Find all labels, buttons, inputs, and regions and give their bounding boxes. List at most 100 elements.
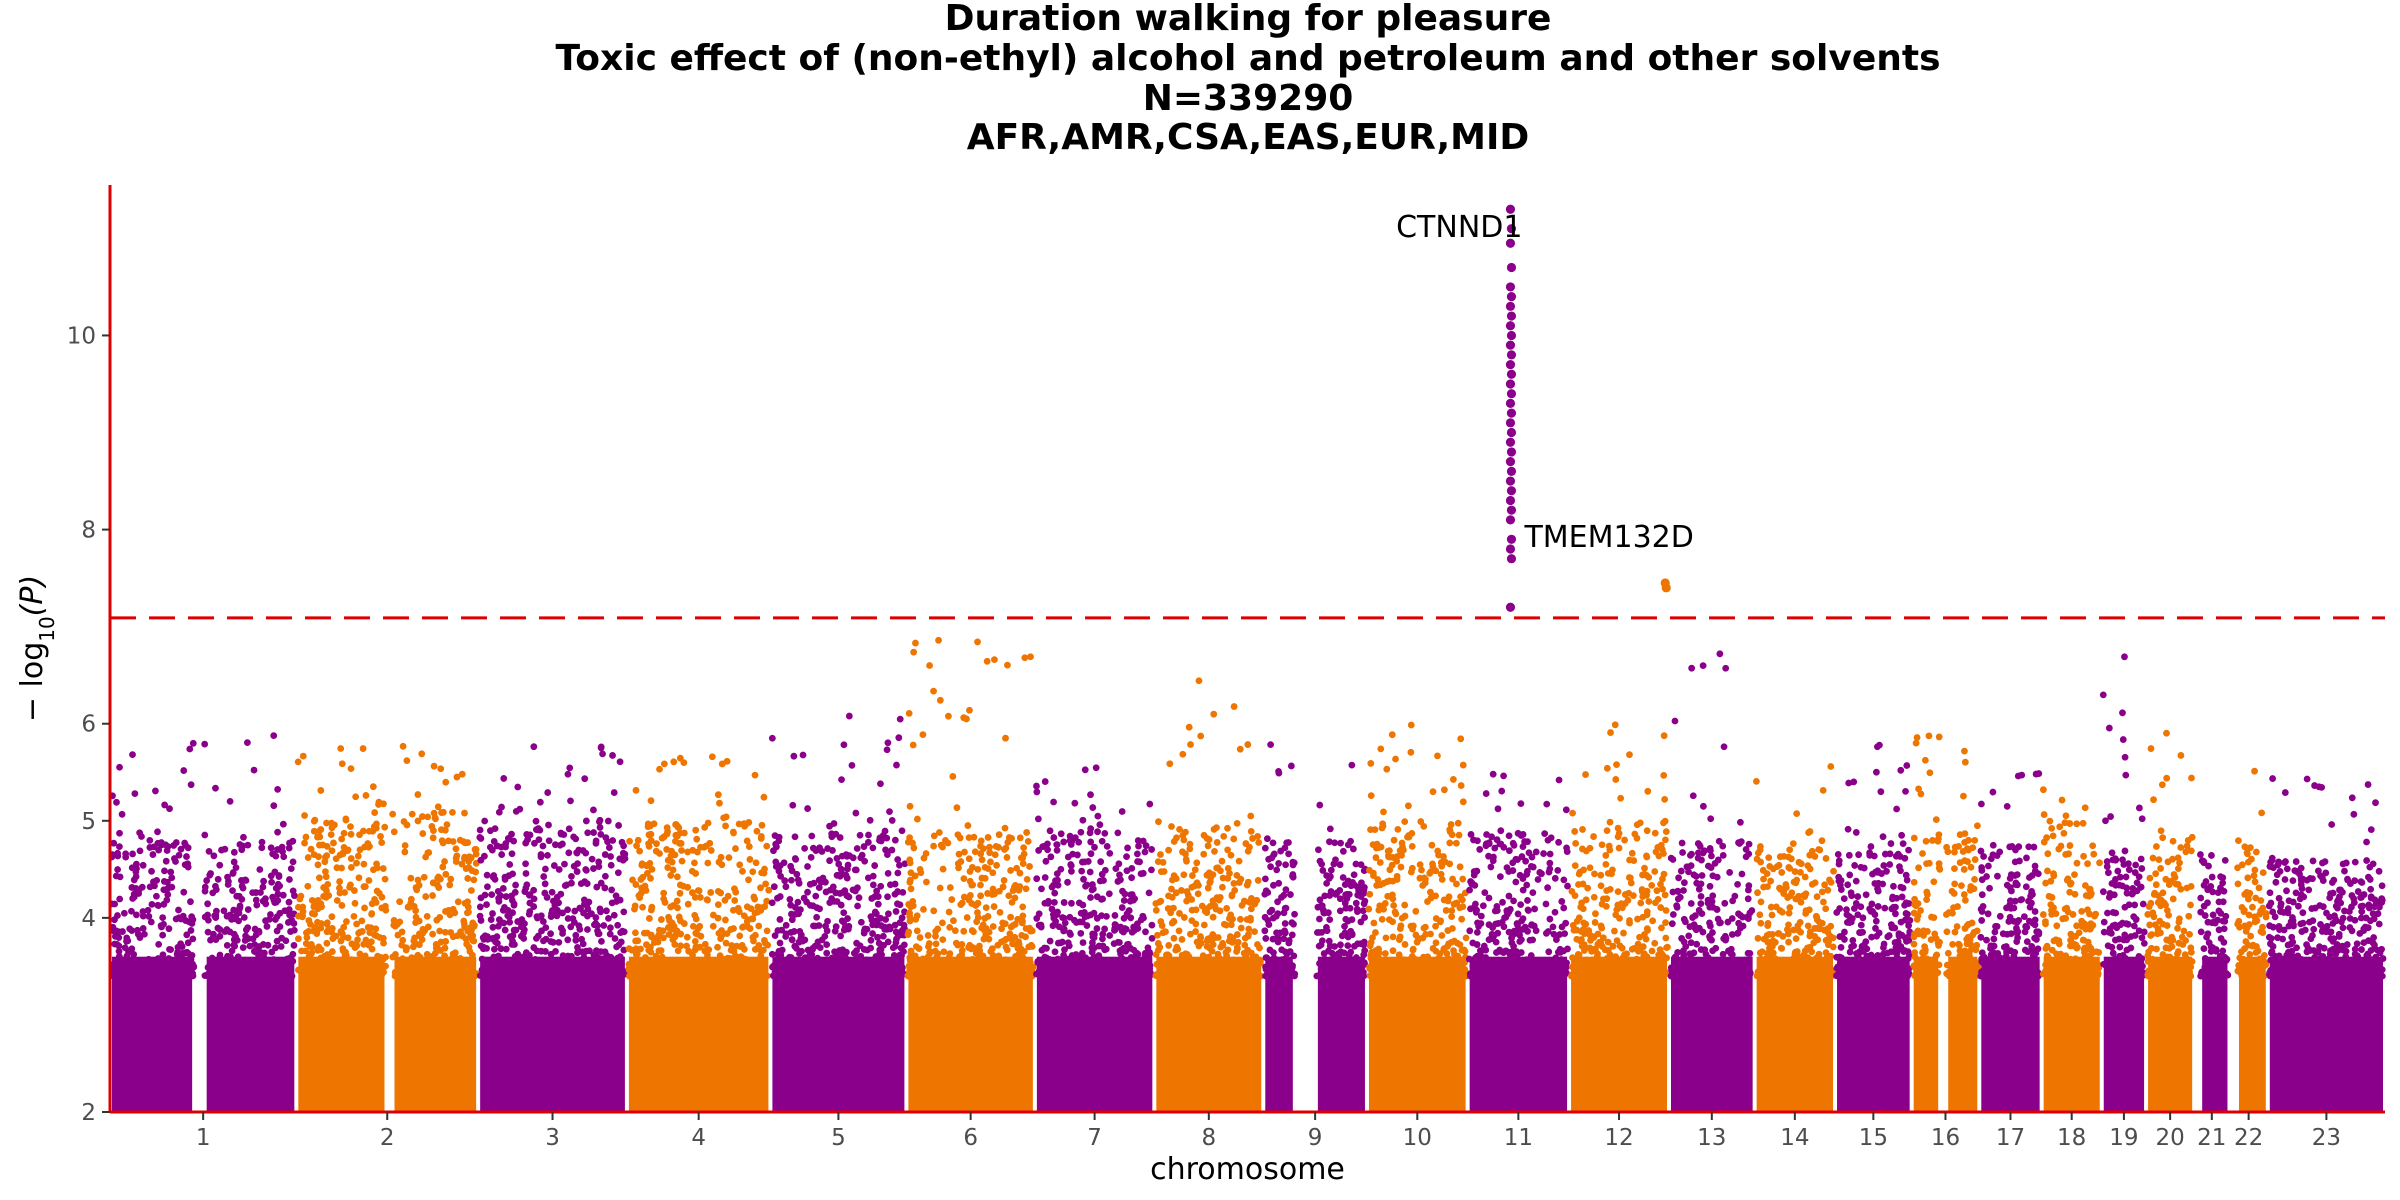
chromosome-14-points xyxy=(1752,763,1837,1112)
x-tick-label: 22 xyxy=(2234,1125,2263,1151)
x-axis-ticks: 1 2 3 4 5 6 7 8 9 10 11 12 13 14 15 16 17 18 19 20 21 22 23 xyxy=(196,1112,2341,1151)
gene-label-ctnnd1: CTNND1 xyxy=(1396,210,1522,245)
x-tick-label: 9 xyxy=(1308,1125,1323,1151)
hit-point-ctnnd1 xyxy=(1505,515,1516,525)
gene-labels: CTNND1 TMEM132D xyxy=(1396,210,1694,555)
chromosome-20-points xyxy=(2144,729,2196,1112)
x-tick-label: 14 xyxy=(1780,1125,1809,1151)
chromosome-13-points xyxy=(1667,650,1756,1112)
hit-point-ctnnd1 xyxy=(1505,418,1516,428)
x-tick-label: 4 xyxy=(691,1125,706,1151)
y-tick-label: 10 xyxy=(67,323,96,349)
hit-point-ctnnd1 xyxy=(1505,340,1516,350)
x-tick-label: 23 xyxy=(2312,1125,2341,1151)
x-tick-label: 21 xyxy=(2197,1125,2226,1151)
chromosome-10-points xyxy=(1365,721,1470,1112)
x-tick-label: 7 xyxy=(1087,1125,1102,1151)
hit-point-ctnnd1 xyxy=(1505,495,1516,506)
hit-point-ctnnd1 xyxy=(1506,534,1517,544)
x-tick-label: 6 xyxy=(963,1125,978,1151)
x-tick-label: 3 xyxy=(545,1125,560,1151)
hit-point-ctnnd1 xyxy=(1506,427,1517,438)
hit-point-ctnnd1 xyxy=(1506,554,1517,564)
hit-point-ctnnd1 xyxy=(1506,311,1517,321)
hit-point-ctnnd1 xyxy=(1506,350,1517,360)
chromosome-15-points xyxy=(1833,741,1914,1112)
title-line-2: Toxic effect of (non-ethyl) alcohol and … xyxy=(556,38,1941,79)
chromosome-18-points xyxy=(2039,786,2103,1112)
chromosome-19-points xyxy=(2099,653,2148,1112)
hit-point-ctnnd1 xyxy=(1506,486,1517,496)
chromosome-2-points xyxy=(294,742,481,1112)
title-line-4: AFR,AMR,CSA,EAS,EUR,MID xyxy=(967,117,1530,158)
x-tick-label: 5 xyxy=(831,1125,846,1151)
hit-point-ctnnd1 xyxy=(1506,292,1517,302)
y-axis-title-subscript: 10 xyxy=(35,616,59,641)
hit-point-ctnnd1 xyxy=(1506,505,1517,515)
y-axis-ticks: 2 4 5 6 8 10 xyxy=(67,323,110,1126)
x-tick-label: 18 xyxy=(2057,1125,2086,1151)
x-tick-label: 17 xyxy=(1996,1125,2025,1151)
x-axis-title: chromosome xyxy=(1150,1152,1345,1187)
chromosome-8-points xyxy=(1152,677,1265,1112)
chromosome-6-points xyxy=(904,636,1037,1112)
hit-point-ctnnd1 xyxy=(1506,408,1517,418)
x-tick-label: 10 xyxy=(1403,1125,1432,1151)
hit-point-ctnnd1 xyxy=(1505,457,1516,467)
hit-point-tmem132d xyxy=(1661,583,1671,593)
x-tick-label: 20 xyxy=(2155,1125,2184,1151)
y-tick-label: 6 xyxy=(81,712,96,738)
hit-point-ctnnd1 xyxy=(1506,330,1517,341)
hit-point-ctnnd1 xyxy=(1505,602,1516,612)
x-tick-label: 15 xyxy=(1859,1125,1888,1151)
hit-point-ctnnd1 xyxy=(1506,466,1517,476)
axes xyxy=(108,185,2385,1114)
hit-point-ctnnd1 xyxy=(1505,476,1516,486)
chromosome-3-points xyxy=(476,743,629,1112)
chromosome-23-points xyxy=(2265,775,2387,1112)
x-tick-label: 1 xyxy=(196,1125,211,1151)
hit-point-ctnnd1 xyxy=(1506,447,1517,457)
x-tick-label: 11 xyxy=(1504,1125,1533,1151)
y-tick-label: 5 xyxy=(81,809,96,835)
hit-point-ctnnd1 xyxy=(1505,398,1516,409)
hit-point-ctnnd1 xyxy=(1505,544,1516,554)
title-line-3: N=339290 xyxy=(1143,78,1354,119)
hit-point-ctnnd1 xyxy=(1506,389,1517,399)
chart-title: Duration walking for pleasure Toxic effe… xyxy=(556,0,1941,158)
x-tick-label: 19 xyxy=(2109,1125,2138,1151)
y-axis-title: − log10(P) xyxy=(15,575,59,722)
chromosome-16-points xyxy=(1910,732,1982,1112)
y-tick-label: 2 xyxy=(81,1100,96,1126)
hit-point-ctnnd1 xyxy=(1506,224,1517,234)
snp-points xyxy=(108,636,2387,1112)
hit-point-ctnnd1 xyxy=(1505,301,1516,311)
x-tick-label: 16 xyxy=(1931,1125,1960,1151)
chromosome-22-points xyxy=(2234,767,2270,1112)
x-tick-label: 12 xyxy=(1604,1125,1633,1151)
hit-point-ctnnd1 xyxy=(1506,262,1517,273)
hit-point-ctnnd1 xyxy=(1505,379,1516,389)
chromosome-4-points xyxy=(625,753,773,1112)
chromosome-7-points xyxy=(1033,764,1156,1112)
x-tick-label: 2 xyxy=(380,1125,395,1151)
hit-point-ctnnd1 xyxy=(1505,437,1516,447)
y-tick-label: 8 xyxy=(81,518,96,544)
hit-point-ctnnd1 xyxy=(1506,369,1517,379)
chromosome-11-points xyxy=(1465,770,1571,1112)
hit-point-ctnnd1 xyxy=(1505,238,1516,248)
chromosome-12-points xyxy=(1568,721,1671,1112)
y-tick-label: 4 xyxy=(81,906,96,932)
chromosome-1-points xyxy=(108,732,298,1112)
significant-hits xyxy=(1505,204,1671,612)
chromosome-17-points xyxy=(1977,770,2043,1112)
chromosome-21-points xyxy=(2197,851,2232,1112)
hit-point-ctnnd1 xyxy=(1505,204,1516,214)
x-tick-label: 13 xyxy=(1697,1125,1726,1151)
y-axis-title-prefix: − log xyxy=(15,642,50,722)
hit-point-ctnnd1 xyxy=(1505,359,1516,370)
gene-label-tmem132d: TMEM132D xyxy=(1523,520,1693,555)
hit-point-ctnnd1 xyxy=(1505,282,1516,292)
chromosome-9-points xyxy=(1261,741,1369,1112)
